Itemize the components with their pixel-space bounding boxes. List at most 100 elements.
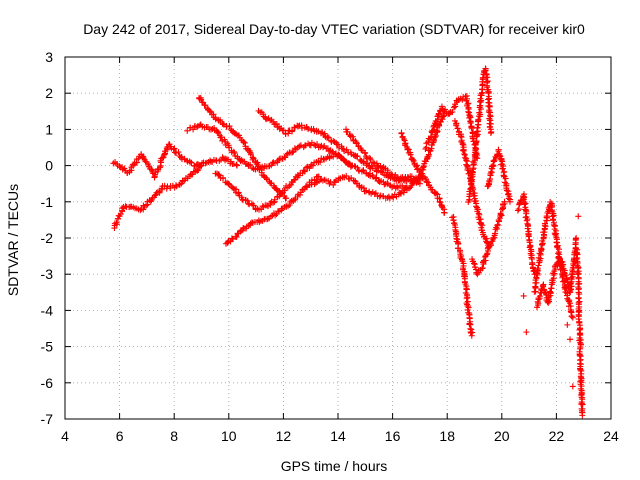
point-track-n [476,109,483,116]
point-track-i [344,128,351,135]
point-track-l [458,138,465,145]
point-track-i [362,150,369,157]
point-track-d [206,107,213,114]
point-track-e [246,201,253,208]
point-track-m [468,332,475,339]
point-track-r [538,245,545,252]
point-track-c [384,180,391,187]
y-tick-label: -2 [41,230,54,246]
point-track-e [317,159,324,166]
y-tick-label: -5 [41,339,54,355]
chart-title: Day 242 of 2017, Sidereal Day-to-day VTE… [83,21,585,37]
point-track-q [525,233,532,240]
point-track-h [400,189,407,196]
point-track-j [398,130,405,137]
point-track-c [320,144,327,151]
point-track-g [324,134,331,141]
point-track-f [233,233,240,240]
y-tick-label: -1 [41,194,54,210]
point-track-b [158,186,165,193]
point-track-q [529,261,536,268]
point-track-r [569,314,576,321]
point-track-e [225,180,232,187]
point-track-c [226,144,233,151]
point-track-b [137,207,144,214]
point-track-e [291,177,297,184]
point-track-h [372,190,379,197]
point-track-t [574,271,581,278]
x-tick-label: 14 [330,428,346,444]
point-track-o [501,198,508,205]
point-track-r [535,262,542,269]
point-track-a [116,163,123,170]
point-track-k [459,96,466,103]
point-track-n [485,108,492,115]
point-track-e [239,196,246,203]
point-track-f [272,212,279,219]
point-track-n [485,103,492,110]
point-track-c [184,127,191,134]
point-track-k [449,108,456,115]
point-outliers [523,329,530,336]
x-tick-label: 16 [385,428,401,444]
point-track-t [575,265,582,272]
point-track-n [486,123,493,130]
point-track-r [534,265,541,272]
y-tick-label: 3 [45,49,53,65]
point-track-s [536,293,543,300]
point-track-r [550,212,557,219]
point-track-c [373,174,380,181]
x-tick-label: 8 [170,428,178,444]
point-track-i [353,139,360,146]
axis-ticks [64,56,612,420]
point-track-j [437,199,444,206]
point-track-a [222,155,229,162]
point-track-g [330,137,337,144]
point-track-p [503,187,510,194]
point-track-k [442,106,449,113]
point-track-a [175,149,182,156]
point-track-l [461,151,468,158]
point-track-r [557,266,564,273]
point-track-d [223,123,230,130]
point-track-q [524,225,531,232]
point-track-l [453,122,460,129]
point-track-s [547,289,554,296]
x-tick-label: 12 [276,428,292,444]
point-track-p [502,175,509,182]
point-track-b [113,219,120,226]
point-track-s [541,286,548,293]
point-track-s [545,299,552,306]
point-track-h [420,164,427,171]
point-track-c [230,148,237,155]
point-track-s [548,285,555,292]
point-track-o [479,265,486,272]
point-track-t [579,412,586,419]
point-track-c [217,134,224,141]
point-track-r [563,285,570,292]
point-track-n [487,130,494,137]
point-track-p [506,198,513,205]
point-track-b [195,167,202,174]
point-track-n [486,103,493,110]
point-track-e [270,199,277,206]
point-track-g [321,130,328,137]
point-track-s [541,289,548,296]
point-track-e [295,172,302,179]
point-track-j [416,167,423,174]
point-track-n [468,174,475,181]
y-axis-label: SDTVAR / TECUs [5,184,21,296]
point-track-k [427,133,434,140]
grid-lines [65,57,611,419]
y-tick-labels: 3 2 1 0 -1 -2 -3 -4 -5 -6 -7 [41,49,54,427]
point-track-s [566,289,573,296]
point-track-c [289,149,296,156]
point-track-c [193,124,200,131]
y-tick-label: -4 [41,302,54,318]
point-track-j [433,190,440,197]
x-tick-label: 22 [549,428,565,444]
point-track-c [314,141,321,148]
point-track-h [330,181,337,188]
point-track-l [460,147,467,154]
